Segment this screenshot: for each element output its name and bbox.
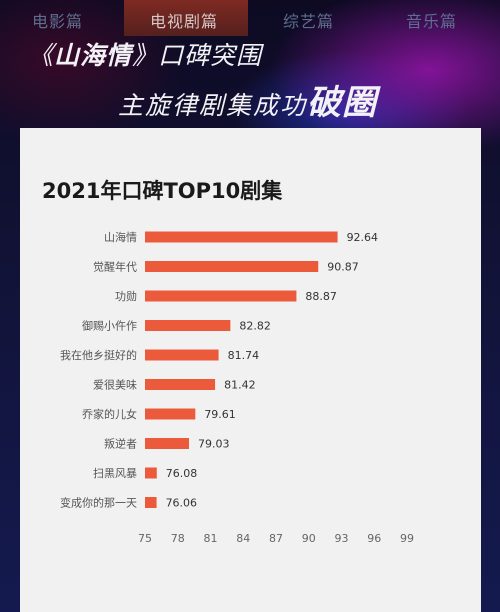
bar (145, 379, 216, 390)
headline-close-bracket: 》 (132, 41, 159, 70)
x-tick-label: 87 (269, 532, 283, 545)
tab-variety[interactable]: 综艺篇 (283, 12, 335, 31)
value-label: 76.06 (166, 497, 198, 510)
bar (145, 231, 338, 243)
bar-chart: 2021年口碑TOP10剧集 山海情 92.64 觉醒年代 90.87 功勋 88.87 御… (42, 179, 414, 545)
tab-tv-series[interactable]: 电视剧篇 (150, 12, 219, 31)
category-label: 山海情 (104, 230, 137, 244)
value-label: 92.64 (347, 231, 379, 244)
bar (145, 408, 196, 420)
value-label: 82.82 (239, 320, 271, 333)
bar (145, 497, 157, 508)
bar (145, 290, 297, 302)
category-label: 扫黑风暴 (93, 467, 137, 480)
bar (145, 261, 319, 272)
x-tick-label: 93 (335, 532, 349, 545)
headline-show-title: 山海情 (54, 41, 133, 70)
value-label: 81.74 (228, 349, 260, 362)
chart-card: 2021年口碑TOP10剧集 山海情 92.64 觉醒年代 90.87 功勋 88.87 御… (20, 128, 481, 612)
bar (145, 320, 231, 331)
category-label: 功勋 (115, 289, 137, 303)
headline-line-2: 主旋律剧集成功破圈 (118, 75, 377, 124)
tab-movies[interactable]: 电影篇 (32, 12, 84, 31)
category-label: 我在他乡挺好的 (60, 348, 137, 362)
x-tick-label: 81 (204, 532, 218, 545)
x-tick-label: 75 (138, 532, 152, 545)
category-label: 变成你的那一天 (60, 496, 137, 510)
category-label: 御赐小仵作 (82, 319, 137, 333)
bar (145, 467, 157, 479)
x-tick-label: 99 (400, 532, 414, 545)
category-label: 觉醒年代 (93, 260, 137, 274)
x-tick-label: 96 (367, 532, 381, 545)
x-tick-label: 90 (302, 532, 316, 545)
value-label: 88.87 (305, 290, 337, 303)
x-tick-label: 84 (236, 532, 250, 545)
bar (145, 438, 189, 449)
headline-line-2-main: 主旋律剧集成功 (118, 91, 308, 120)
category-label: 乔家的儿女 (82, 407, 137, 421)
value-label: 76.08 (166, 467, 198, 480)
value-label: 79.61 (204, 408, 236, 421)
value-label: 81.42 (224, 379, 256, 392)
bar (145, 349, 219, 361)
value-label: 90.87 (327, 261, 359, 274)
tab-music[interactable]: 音乐篇 (406, 12, 458, 31)
headline-line-1-rest: 口碑突围 (158, 41, 263, 70)
headline-emphasis: 破圈 (307, 83, 378, 123)
chart-title: 2021年口碑TOP10剧集 (42, 179, 283, 203)
category-tabs: 电影篇 电视剧篇 综艺篇 音乐篇 (0, 0, 500, 36)
category-label: 叛逆者 (104, 437, 137, 451)
headline-open-bracket: 《 (28, 41, 55, 70)
active-tab-highlight (124, 0, 248, 36)
headline-line-1: 《山海情》口碑突围 (28, 36, 262, 72)
category-label: 爱很美味 (93, 378, 137, 392)
x-tick-label: 78 (171, 532, 185, 545)
value-label: 79.03 (198, 438, 230, 451)
